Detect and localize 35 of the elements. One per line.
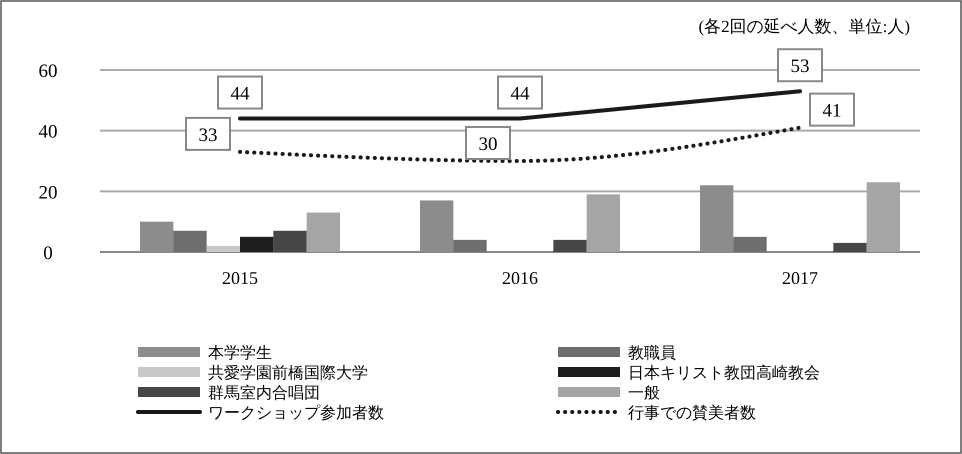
- bar: [586, 194, 620, 252]
- data-label: 30: [478, 134, 498, 155]
- legend-label: 一般: [628, 385, 660, 402]
- bar: [206, 246, 240, 252]
- data-label: 44: [510, 84, 530, 105]
- bar: [833, 242, 867, 252]
- bar: [453, 240, 487, 252]
- x-tick-label: 2015: [222, 268, 258, 288]
- y-tick-label: 60: [38, 61, 58, 82]
- bar: [733, 236, 767, 252]
- data-label: 53: [790, 56, 810, 78]
- data-label: 44: [230, 84, 250, 105]
- bar: [140, 222, 174, 252]
- legend-label: 教職員: [628, 344, 676, 362]
- legend-label: ワークショップ参加者数: [208, 404, 384, 422]
- data-label: 33: [198, 124, 218, 146]
- legend-label: 日本キリスト教団高崎教会: [628, 364, 820, 382]
- y-tick-label: 20: [38, 182, 58, 204]
- bar: [420, 200, 454, 252]
- y-tick-label: 40: [38, 122, 58, 143]
- legend-label: 群馬室内合唱団: [208, 384, 320, 402]
- bar: [553, 240, 587, 252]
- y-tick-label: 0: [43, 243, 53, 264]
- data-label: 41: [822, 100, 842, 122]
- legend-label: 行事での賛美者数: [628, 404, 756, 422]
- text: (各2回の延べ人数、単位:人): [698, 17, 910, 36]
- bar: [240, 236, 274, 252]
- bar: [700, 185, 734, 252]
- x-tick-label: 2016: [502, 268, 538, 288]
- legend-label: 本学学生: [208, 344, 272, 362]
- x-tick-label: 2017: [782, 268, 818, 288]
- bar: [306, 212, 340, 252]
- legend-label: 共愛学園前橋国際大学: [208, 364, 368, 382]
- bar: [173, 230, 207, 252]
- bar: [273, 230, 307, 252]
